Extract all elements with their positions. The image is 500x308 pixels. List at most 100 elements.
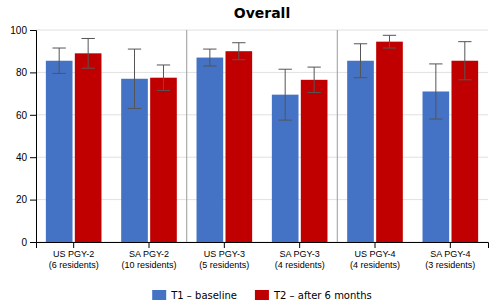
error-bar — [279, 69, 292, 120]
error-line — [285, 69, 286, 120]
tick-label-line: SA PGY-4 — [430, 249, 470, 259]
error-cap — [429, 119, 442, 120]
tick-label-line: SA PGY-3 — [280, 249, 320, 259]
bar — [150, 78, 177, 242]
grid-line — [36, 157, 488, 158]
tick-label: US PGY-4(4 residents) — [350, 249, 400, 269]
tick-mark — [30, 242, 36, 243]
error-line — [209, 49, 210, 66]
error-cap — [203, 66, 216, 67]
error-cap — [128, 49, 141, 50]
grid — [36, 30, 488, 242]
grid-line — [36, 72, 488, 73]
error-cap — [128, 108, 141, 109]
title: Overall — [234, 5, 290, 21]
error-line — [163, 65, 164, 90]
error-line — [59, 48, 60, 73]
tick: 40 — [16, 152, 36, 163]
error-cap — [81, 68, 94, 69]
x-axis: US PGY-2(6 residents) SA PGY-2(10 residen… — [37, 242, 489, 270]
bar — [347, 61, 374, 242]
tick-label-line: SA PGY-2 — [129, 249, 169, 259]
plot-area — [46, 35, 478, 242]
legend-item: T1 – baseline — [152, 290, 237, 301]
tick-mark — [30, 157, 36, 158]
error-cap — [232, 42, 245, 43]
tick: SA PGY-2(10 residents) — [121, 242, 176, 270]
error-bar — [157, 65, 170, 90]
error-cap — [307, 92, 320, 93]
bar — [225, 51, 252, 242]
tick-label-line: US PGY-4 — [354, 249, 395, 259]
error-line — [389, 35, 390, 48]
tick-label-line: (10 residents) — [121, 260, 176, 270]
tick: 20 — [16, 194, 36, 205]
bar — [197, 58, 224, 242]
dividers — [187, 30, 338, 242]
error-line — [238, 43, 239, 60]
error-line — [134, 49, 135, 108]
error-line — [314, 67, 315, 92]
grid-line — [36, 30, 488, 31]
error-bar — [354, 44, 367, 78]
error-cap — [157, 64, 170, 65]
tick-mark — [30, 30, 36, 31]
axis-line — [37, 243, 489, 249]
error-cap — [279, 120, 292, 121]
tick-label: 20 — [16, 194, 28, 205]
error-cap — [429, 63, 442, 64]
error-cap — [203, 49, 216, 50]
error-bar — [53, 48, 66, 73]
error-bar — [383, 35, 396, 48]
tick-mark — [224, 242, 225, 248]
bar — [451, 61, 478, 242]
tick-mark — [375, 242, 376, 248]
tick-mark — [30, 115, 36, 116]
legend-swatch — [255, 290, 269, 300]
tick-mark — [450, 242, 451, 248]
bar — [46, 61, 73, 242]
bar — [376, 42, 403, 242]
y-axis: 0 20 40 60 80 100 — [10, 25, 36, 248]
tick-label-line: (6 residents) — [49, 260, 99, 270]
error-bar — [458, 42, 471, 80]
error-cap — [383, 48, 396, 49]
tick-mark — [30, 72, 36, 73]
error-cap — [383, 35, 396, 36]
tick: 80 — [16, 67, 36, 78]
error-bar — [307, 67, 320, 92]
error-cap — [354, 77, 367, 78]
divider — [337, 30, 338, 242]
tick-label-line: US PGY-2 — [53, 249, 94, 259]
tick-label: 100 — [10, 25, 27, 36]
legend-label: T2 – after 6 months — [273, 290, 372, 301]
tick-label-line: US PGY-3 — [204, 249, 245, 259]
error-cap — [157, 90, 170, 91]
tick-label-line: (4 residents) — [275, 260, 325, 270]
tick-label: 40 — [16, 152, 28, 163]
tick-label: 0 — [21, 237, 27, 248]
error-bar — [128, 49, 141, 108]
tick: 60 — [16, 110, 36, 121]
tick-label: 80 — [16, 67, 28, 78]
legend-label: T1 – baseline — [170, 290, 237, 301]
error-line — [464, 42, 465, 80]
tick-label-line: (5 residents) — [199, 260, 249, 270]
tick-mark — [73, 242, 74, 248]
error-bar — [232, 43, 245, 60]
tick: US PGY-4(4 residents) — [350, 242, 400, 270]
error-line — [435, 64, 436, 119]
chart: 0 20 40 60 80 100 US PGY-2(6 residents) SA PGY-… — [0, 0, 500, 308]
tick-label: US PGY-3(5 residents) — [199, 249, 249, 269]
error-bar — [429, 64, 442, 119]
error-cap — [458, 41, 471, 42]
tick: 100 — [10, 25, 36, 36]
error-bar — [81, 38, 94, 68]
error-line — [88, 38, 89, 68]
axis-line — [30, 31, 37, 243]
error-cap — [53, 73, 66, 74]
bar — [301, 80, 328, 242]
error-cap — [279, 69, 292, 70]
tick-label: US PGY-2(6 residents) — [49, 249, 99, 269]
bar — [75, 53, 102, 242]
